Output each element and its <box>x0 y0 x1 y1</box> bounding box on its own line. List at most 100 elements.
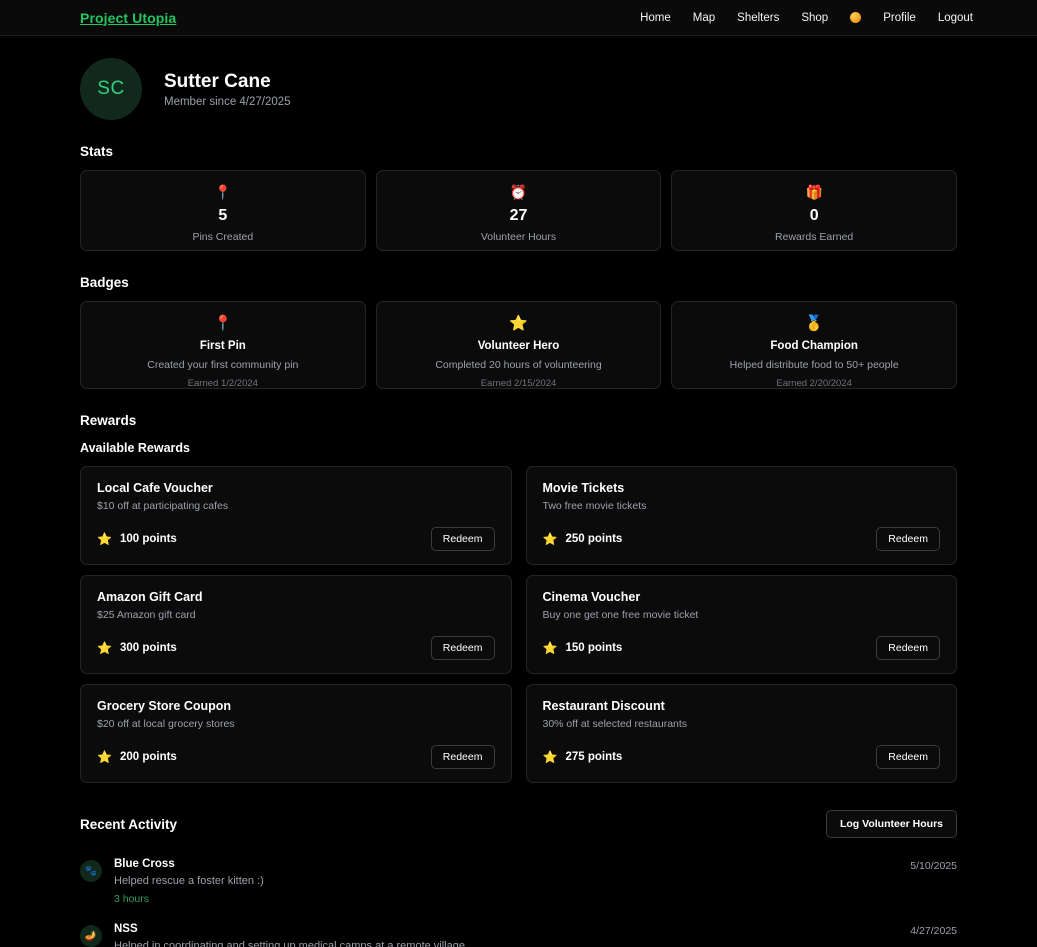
reward-points-value: 200 points <box>119 751 177 763</box>
activity-date: 5/10/2025 <box>910 860 957 872</box>
stat-label: Pins Created <box>192 231 254 243</box>
stats-grid: 📍 5 Pins Created ⏰ 27 Volunteer Hours 🎁 … <box>80 170 957 251</box>
recent-activity-section: Recent Activity Log Volunteer Hours 🐾 Bl… <box>80 810 957 947</box>
page-title: Sutter Cane <box>164 70 271 92</box>
reward-card: Amazon Gift Card $25 Amazon gift card ⭐ … <box>80 575 512 674</box>
star-icon: ⭐ <box>542 641 558 655</box>
badge-name: Volunteer Hero <box>477 340 560 352</box>
activity-organization: Blue Cross <box>114 858 175 870</box>
nav-link-logout[interactable]: Logout <box>937 11 973 24</box>
star-icon: ⭐ <box>542 532 558 546</box>
reward-points: ⭐ 250 points <box>543 533 623 545</box>
stat-value: 0 <box>809 207 819 224</box>
organization-avatar: 🪔 <box>80 925 102 947</box>
list-item: 🪔 NSS Helped in coordinating and setting… <box>80 915 957 947</box>
rewards-section: Rewards Available Rewards Local Cafe Vou… <box>80 413 957 783</box>
badge-card: 📍 First Pin Created your first community… <box>80 301 366 389</box>
reward-title: Cinema Voucher <box>542 590 641 604</box>
available-rewards-subtitle: Available Rewards <box>80 441 191 455</box>
nav-link-map[interactable]: Map <box>692 11 716 24</box>
profile-header: SC Sutter Cane Member since 4/27/2025 <box>80 36 957 120</box>
alarm-clock-icon: ⏰ <box>509 184 528 200</box>
activity-body: NSS Helped in coordinating and setting u… <box>114 923 898 947</box>
badge-description: Completed 20 hours of volunteering <box>435 359 602 371</box>
reward-description: $10 off at participating cafes <box>97 500 229 512</box>
stats-section: Stats 📍 5 Pins Created ⏰ 27 Volunteer Ho… <box>80 144 957 251</box>
rewards-title: Rewards <box>80 413 137 428</box>
gift-icon: 🎁 <box>805 184 823 200</box>
redeem-button[interactable]: Redeem <box>430 527 495 551</box>
reward-points: ⭐ 150 points <box>543 642 623 654</box>
reward-points-value: 100 points <box>119 533 177 545</box>
activity-body: Blue Cross Helped rescue a foster kitten… <box>114 858 898 905</box>
avatar: SC <box>80 58 142 120</box>
activity-description: Helped in coordinating and setting up me… <box>114 940 469 947</box>
list-item: 🐾 Blue Cross Helped rescue a foster kitt… <box>80 850 957 915</box>
stat-value: 27 <box>509 207 528 224</box>
stat-label: Rewards Earned <box>775 231 854 243</box>
reward-footer: ⭐ 275 points Redeem <box>543 745 940 769</box>
reward-points-value: 300 points <box>119 642 177 654</box>
star-icon: ⭐ <box>97 641 112 655</box>
stat-label: Volunteer Hours <box>480 231 557 243</box>
reward-description: $25 Amazon gift card <box>97 609 196 621</box>
reward-description: Two free movie tickets <box>542 500 647 512</box>
reward-title: Restaurant Discount <box>542 699 665 713</box>
reward-points-value: 250 points <box>565 533 623 545</box>
badges-grid: 📍 First Pin Created your first community… <box>80 301 957 389</box>
page-content: SC Sutter Cane Member since 4/27/2025 St… <box>0 36 1037 947</box>
reward-footer: ⭐ 200 points Redeem <box>97 745 495 769</box>
activity-hours: 3 hours <box>114 893 150 905</box>
stat-value: 5 <box>218 207 228 224</box>
badge-earned-date: Earned 2/15/2024 <box>480 378 557 389</box>
reward-title: Grocery Store Coupon <box>97 699 232 713</box>
top-navbar: Project Utopia Home Map Shelters Shop Pr… <box>0 0 1037 36</box>
stats-title: Stats <box>80 144 114 159</box>
redeem-button[interactable]: Redeem <box>430 636 495 660</box>
reward-footer: ⭐ 150 points Redeem <box>543 636 940 660</box>
badge-card: 🥇 Food Champion Helped distribute food t… <box>671 301 957 389</box>
redeem-button[interactable]: Redeem <box>876 636 940 660</box>
log-volunteer-hours-button[interactable]: Log Volunteer Hours <box>825 810 957 838</box>
badge-name: Food Champion <box>770 340 858 352</box>
reward-points: ⭐ 275 points <box>543 751 623 763</box>
badge-description: Helped distribute food to 50+ people <box>729 359 899 371</box>
reward-card: Cinema Voucher Buy one get one free movi… <box>525 575 957 674</box>
activity-organization: NSS <box>114 923 138 935</box>
redeem-button[interactable]: Redeem <box>430 745 495 769</box>
nav-links: Home Map Shelters Shop Profile Logout <box>640 12 973 24</box>
brand-logo[interactable]: Project Utopia <box>80 9 177 26</box>
activity-description: Helped rescue a foster kitten :) <box>114 875 264 887</box>
nav-link-profile[interactable]: Profile <box>883 11 916 24</box>
stat-card: 📍 5 Pins Created <box>80 170 366 251</box>
profile-identity: Sutter Cane Member since 4/27/2025 <box>164 70 291 109</box>
star-icon: ⭐ <box>542 750 558 764</box>
reward-title: Local Cafe Voucher <box>97 481 213 495</box>
badge-name: First Pin <box>199 340 246 352</box>
reward-description: Buy one get one free movie ticket <box>542 609 699 621</box>
reward-card: Grocery Store Coupon $20 off at local gr… <box>80 684 512 783</box>
coin-icon[interactable] <box>850 12 862 23</box>
organization-avatar: 🐾 <box>80 860 102 882</box>
badge-card: ⭐ Volunteer Hero Completed 20 hours of v… <box>375 301 662 389</box>
reward-points: ⭐ 100 points <box>97 533 177 545</box>
badge-earned-date: Earned 1/2/2024 <box>187 378 258 389</box>
reward-card: Movie Tickets Two free movie tickets ⭐ 2… <box>525 466 957 565</box>
redeem-button[interactable]: Redeem <box>876 527 940 551</box>
recent-activity-header: Recent Activity Log Volunteer Hours <box>80 810 957 838</box>
rewards-grid: Local Cafe Voucher $10 off at participat… <box>80 466 957 783</box>
nav-link-shelters[interactable]: Shelters <box>737 11 780 24</box>
reward-points-value: 150 points <box>565 642 623 654</box>
star-icon: ⭐ <box>97 750 112 764</box>
nav-link-shop[interactable]: Shop <box>801 11 829 24</box>
nav-link-home[interactable]: Home <box>640 11 671 24</box>
reward-footer: ⭐ 300 points Redeem <box>97 636 495 660</box>
activity-list: 🐾 Blue Cross Helped rescue a foster kitt… <box>80 850 957 947</box>
star-icon: ⭐ <box>97 532 112 546</box>
badge-description: Created your first community pin <box>147 359 299 371</box>
redeem-button[interactable]: Redeem <box>876 745 940 769</box>
stat-card: ⏰ 27 Volunteer Hours <box>375 170 662 251</box>
stat-card: 🎁 0 Rewards Earned <box>671 170 957 251</box>
badges-section: Badges 📍 First Pin Created your first co… <box>80 275 957 389</box>
pin-icon: 📍 <box>213 315 233 332</box>
